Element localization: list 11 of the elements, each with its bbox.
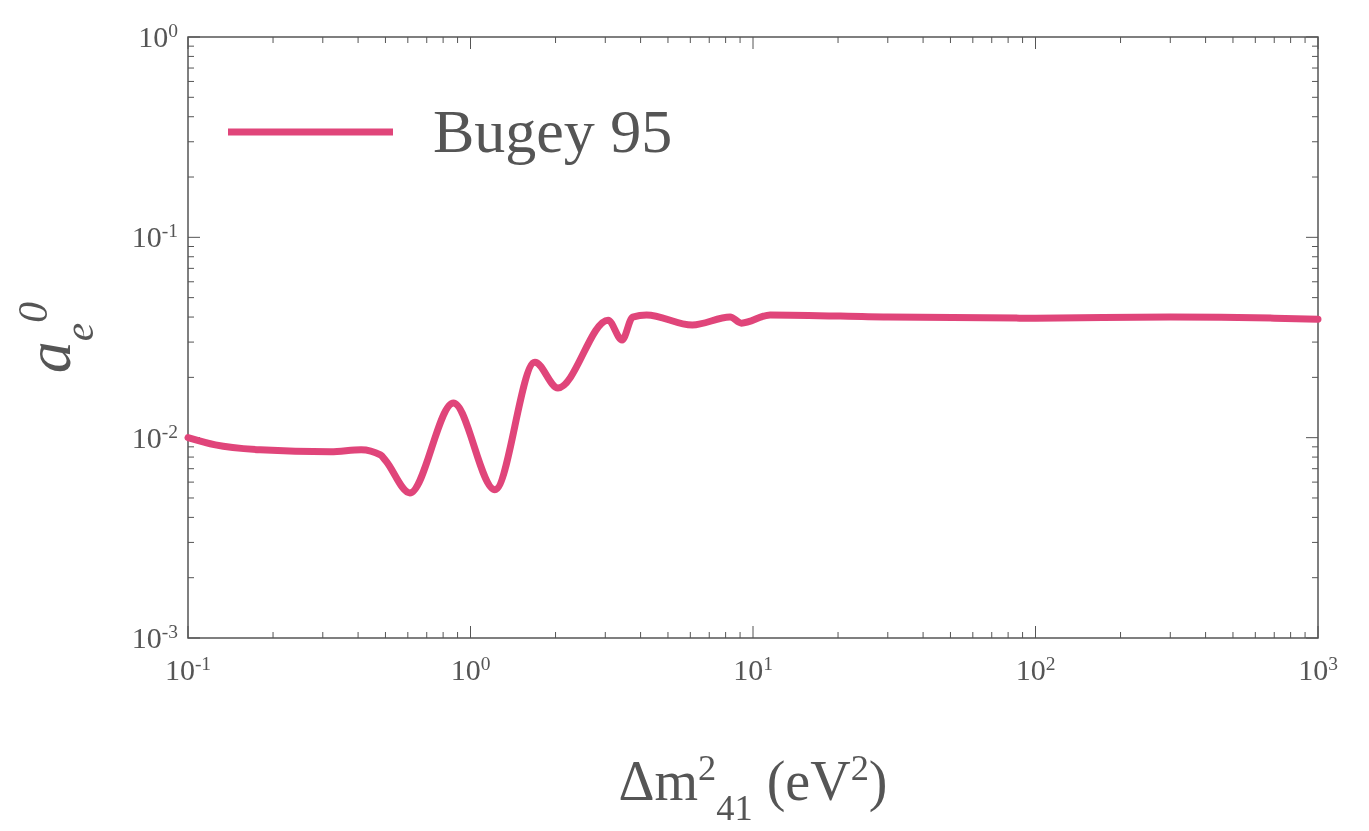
legend-label: Bugey 95 xyxy=(433,97,673,165)
x-tick-label: 10$^{3}$ xyxy=(1298,652,1338,686)
x-tick-label: 10$^{-1}$ xyxy=(164,652,212,686)
y-tick-label: 10$^{-2}$ xyxy=(131,420,178,454)
x-tick-label: 10$^{1}$ xyxy=(733,652,773,686)
x-axis-title: Δm$^{2}$$_{41}$ (eV$^{2}$) xyxy=(618,748,888,828)
y-tick-label: 10$^{-3}$ xyxy=(131,620,178,654)
x-tick-label: 10$^{2}$ xyxy=(1015,652,1056,686)
y-tick-label: 10$^{0}$ xyxy=(138,19,178,53)
x-tick-label: 10$^{0}$ xyxy=(450,652,491,686)
y-tick-label: 10$^{-1}$ xyxy=(131,219,178,254)
